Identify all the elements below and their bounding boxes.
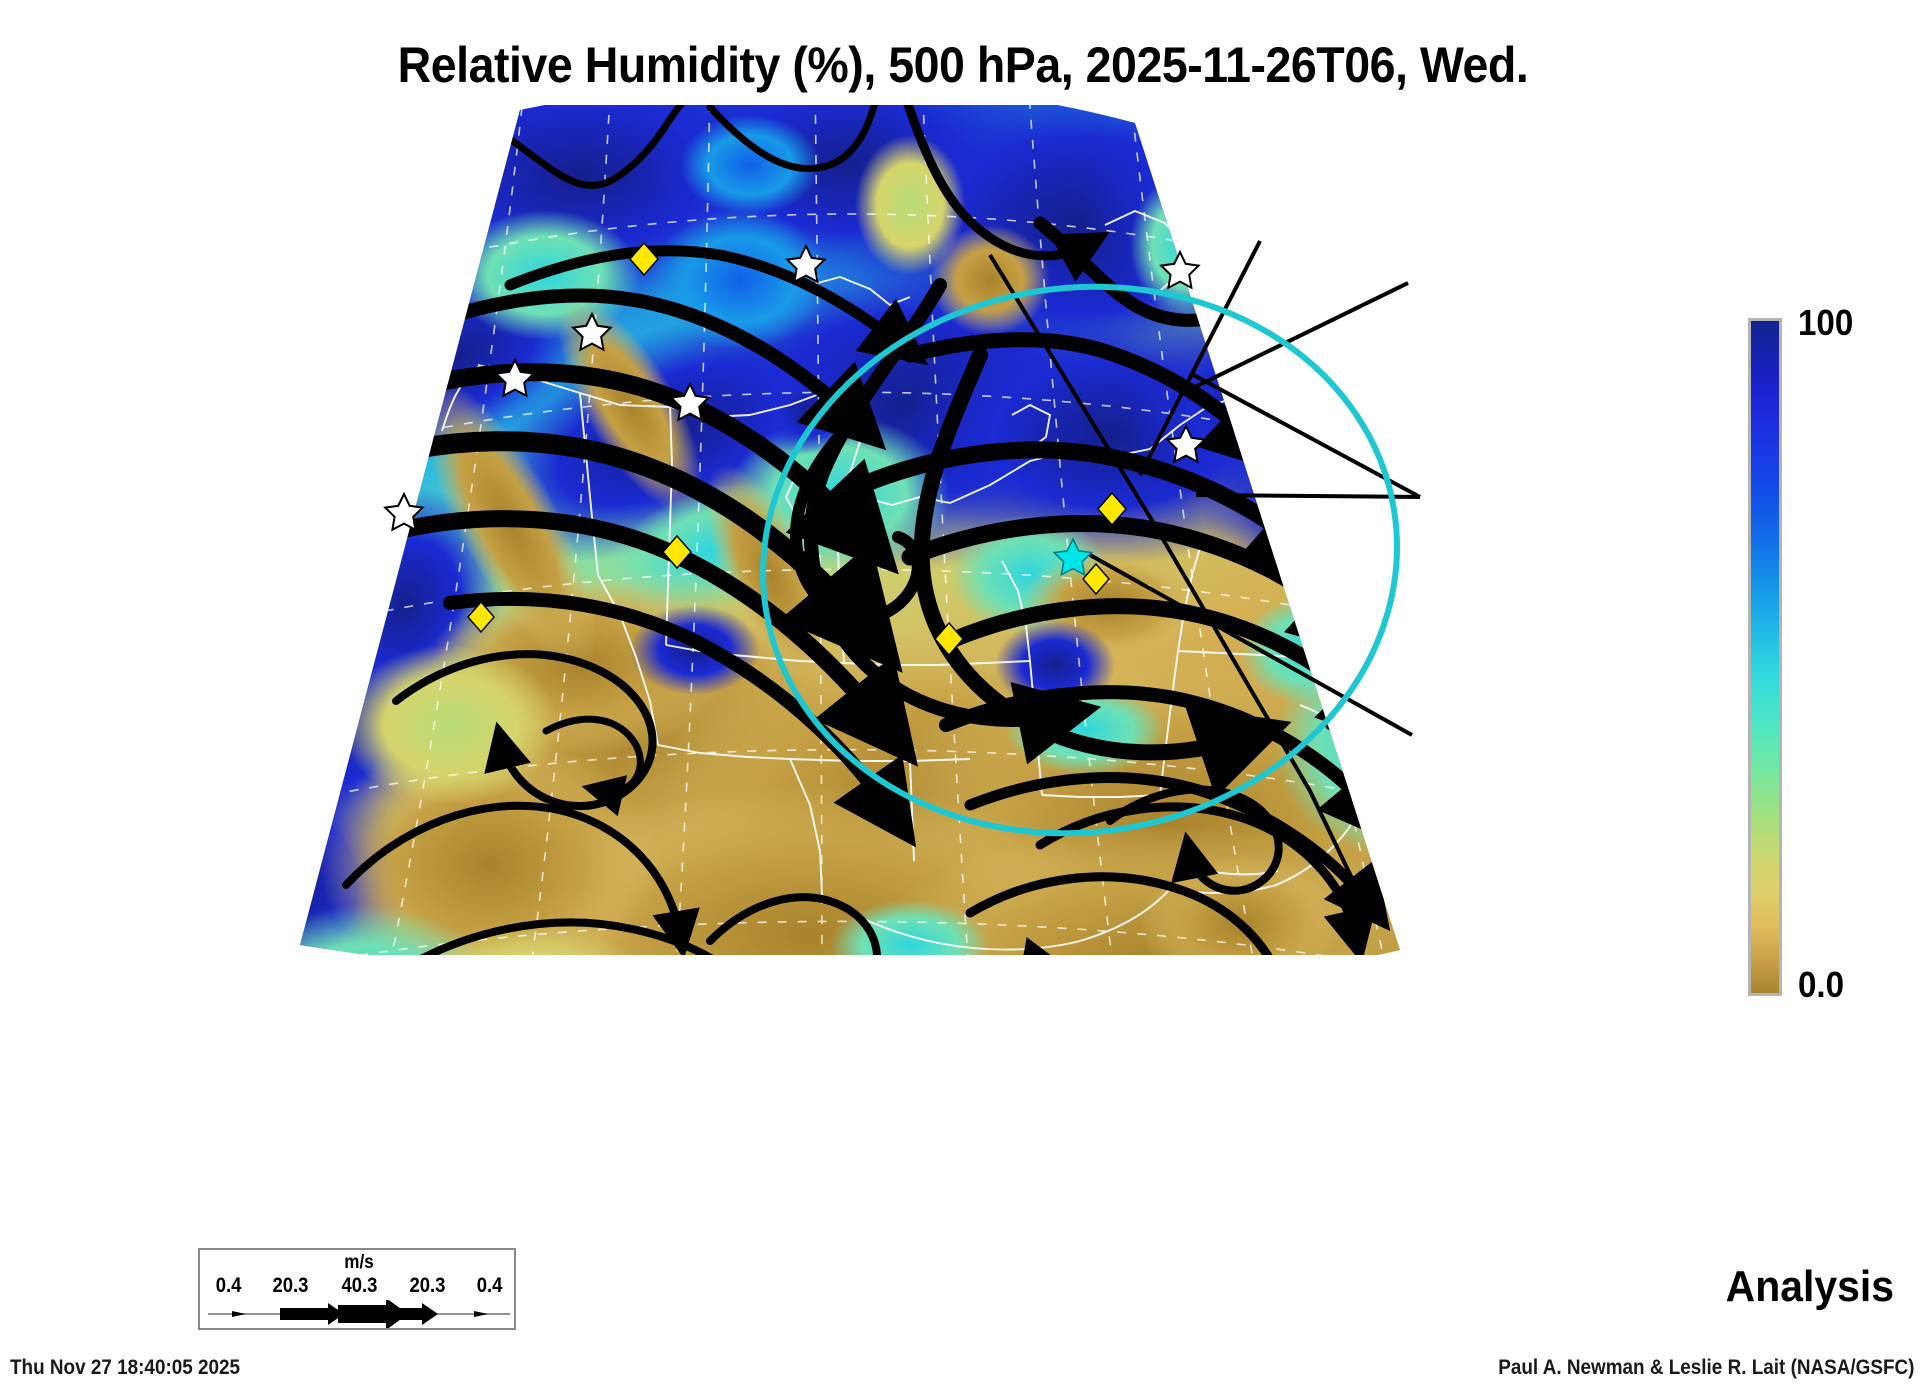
flight-track-lines <box>988 240 1421 896</box>
colorbar-min-label: 0.0 <box>1798 964 1845 1005</box>
page-title: Relative Humidity (%), 500 hPa, 2025-11-… <box>397 37 1529 93</box>
wind-legend-ticks: 0.4 20.3 40.3 20.3 0.4 <box>200 1274 518 1298</box>
map-panel[interactable] <box>150 105 1430 955</box>
colorbar: 100 0.0 <box>1748 302 1908 1008</box>
map-field <box>300 105 1400 955</box>
analysis-label: Analysis <box>1725 1262 1894 1311</box>
wind-tick-2: 40.3 <box>340 1274 377 1297</box>
colorbar-max-label: 100 <box>1798 302 1854 343</box>
wind-arrow-icon <box>208 1300 510 1328</box>
wind-tick-0: 0.4 <box>215 1274 242 1297</box>
render-timestamp: Thu Nov 27 18:40:05 2025 <box>10 1356 241 1379</box>
wind-legend-unit: m/s <box>344 1252 374 1273</box>
target-star-icon <box>1052 537 1094 577</box>
humidity-map[interactable] <box>150 105 1430 955</box>
colorbar-gradient <box>1748 318 1782 996</box>
wind-tick-1: 20.3 <box>272 1274 309 1297</box>
wind-speed-legend: m/s 0.4 20.3 40.3 20.3 0.4 <box>198 1248 516 1330</box>
credit-line: Paul A. Newman & Leslie R. Lait (NASA/GS… <box>1497 1356 1914 1379</box>
wind-tick-4: 0.4 <box>476 1274 503 1297</box>
flight-range-ellipse <box>760 283 1400 837</box>
wind-tick-3: 20.3 <box>409 1274 446 1297</box>
station-markers <box>383 241 1207 657</box>
